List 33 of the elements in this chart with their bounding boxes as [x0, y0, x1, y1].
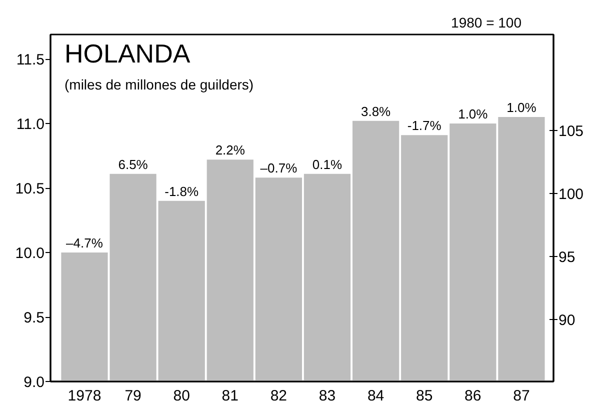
- annotation: –0.7%: [260, 160, 298, 176]
- x-tick-label: 81: [222, 388, 238, 404]
- y-tick-label: 10.0: [15, 245, 45, 262]
- y2-axis-title: 1980 = 100: [451, 14, 522, 30]
- annotation: -1.7%: [407, 118, 442, 134]
- annotation: 2.2%: [215, 142, 246, 158]
- annotation: 1.0%: [458, 106, 488, 122]
- annotation: 0.1%: [312, 156, 343, 172]
- y-tick-label: 10.5: [15, 180, 45, 198]
- y-tick-label: 11.0: [16, 116, 45, 134]
- y2-tick-label: 95: [558, 249, 576, 266]
- y2-tick-label: 100: [558, 186, 584, 203]
- x-tick-label: 1978: [68, 388, 102, 404]
- y2-tick-label: 90: [558, 312, 576, 330]
- x-tick-label: 86: [464, 388, 482, 404]
- x-tick-label: 87: [513, 388, 530, 404]
- y-tick-label: 11.5: [16, 52, 45, 69]
- y-tick-label: 9.0: [24, 374, 45, 391]
- annotation: 3.8%: [360, 104, 392, 119]
- text: (miles de millones de guilders): [64, 76, 254, 92]
- annotation: 6.5%: [118, 156, 148, 172]
- y-tick-label: 9.5: [24, 310, 45, 326]
- x-tick-label: 83: [318, 388, 336, 404]
- annotation: –4.7%: [66, 236, 104, 251]
- x-tick-label: 79: [124, 388, 142, 404]
- x-tick-label: 85: [416, 388, 433, 404]
- annotation: -1.8%: [164, 184, 200, 199]
- x-tick-label: 84: [367, 388, 384, 404]
- x-tick-label: 82: [270, 388, 288, 404]
- chart-title: HOLANDA: [64, 38, 191, 68]
- x-tick-label: 80: [173, 388, 190, 404]
- y2-tick-label: 105: [558, 122, 584, 140]
- annotation: 1.0%: [506, 100, 537, 116]
